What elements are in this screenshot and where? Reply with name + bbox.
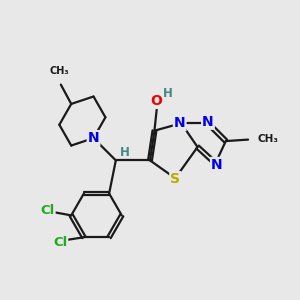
Text: H: H xyxy=(120,146,130,160)
Text: Cl: Cl xyxy=(40,204,55,217)
Text: CH₃: CH₃ xyxy=(257,134,278,144)
Text: Cl: Cl xyxy=(53,236,67,249)
Text: N: N xyxy=(202,115,214,129)
Text: H: H xyxy=(163,87,173,100)
Text: N: N xyxy=(174,116,185,130)
Text: N: N xyxy=(88,131,99,145)
Text: O: O xyxy=(150,94,162,108)
Text: N: N xyxy=(211,158,223,172)
Text: S: S xyxy=(170,172,180,186)
Text: CH₃: CH₃ xyxy=(50,66,69,76)
